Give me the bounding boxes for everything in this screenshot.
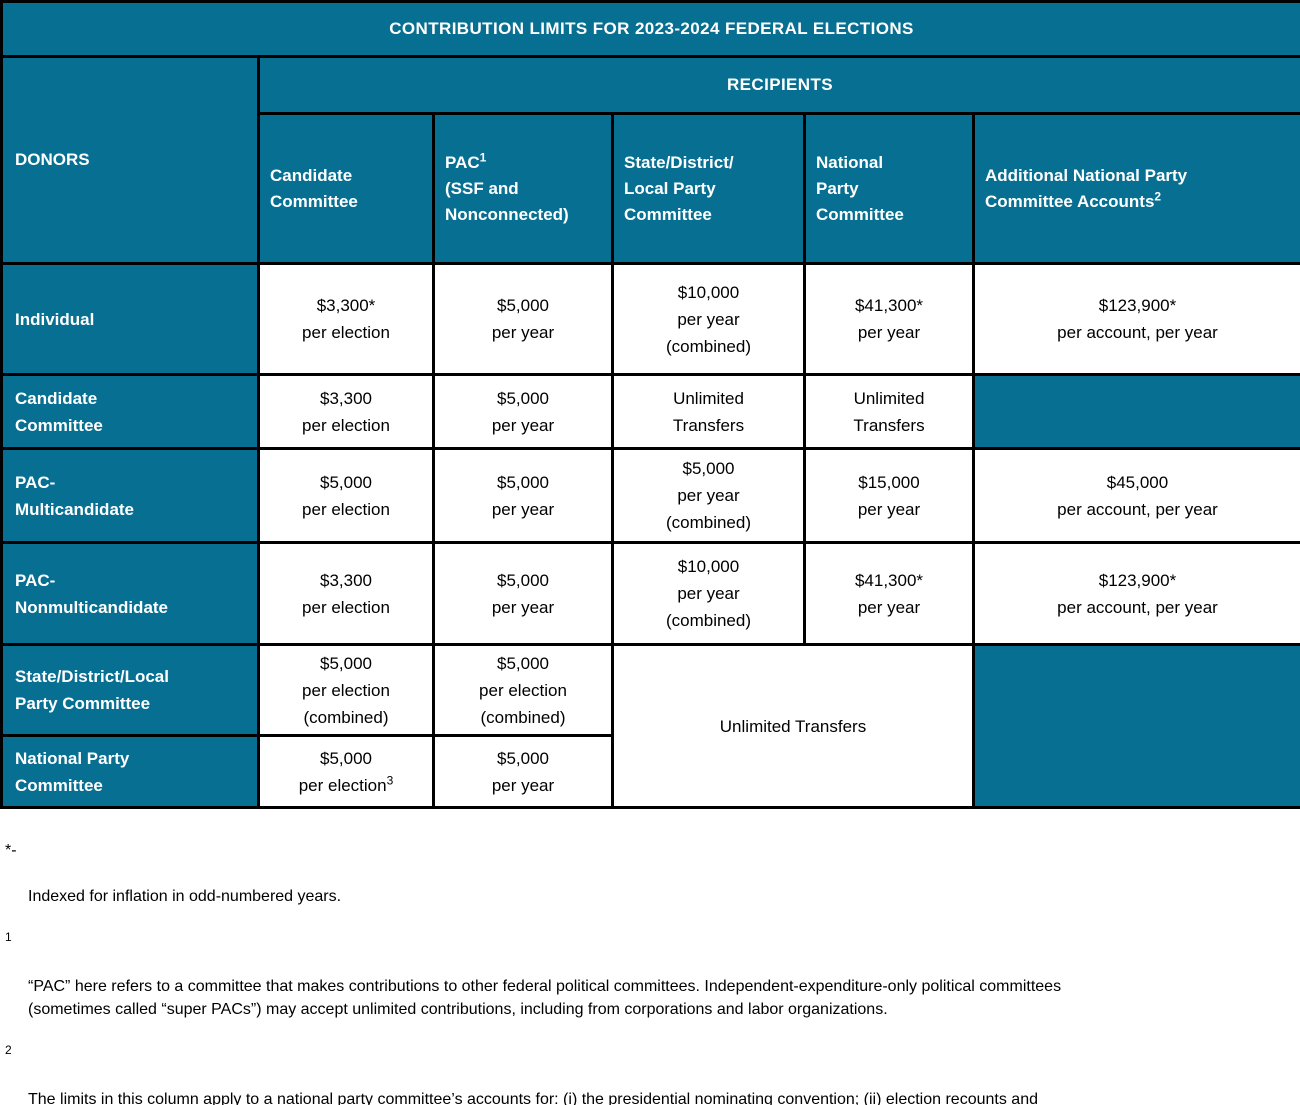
footnote-text: Indexed for inflation in odd-numbered ye…	[28, 888, 342, 905]
row-header-individual: Individual	[0, 262, 260, 376]
table-row: State/District/Local Party Committee $5,…	[0, 643, 1300, 809]
column-header-state-district-local: State/District/ Local Party Committee	[611, 112, 806, 265]
table-row: Individual $3,300* per election $5,000 p…	[0, 262, 1300, 376]
column-header-text: National Party Committee	[816, 152, 904, 224]
footnote-marker: 1	[5, 930, 12, 944]
table-cell: $15,000 per year	[803, 447, 975, 544]
table-cell: $3,300 per election	[257, 541, 435, 646]
table-title: CONTRIBUTION LIMITS FOR 2023-2024 FEDERA…	[0, 0, 1300, 58]
table-row: PAC- Multicandidate $5,000 per election …	[0, 447, 1300, 544]
table-cell: $5,000 per year	[432, 734, 614, 809]
footnote-2: 2 The limits in this column apply to a n…	[4, 1042, 1292, 1105]
table-cell-empty	[972, 373, 1300, 450]
table-cell: Unlimited Transfers	[611, 373, 806, 450]
footnote-asterisk: *- Indexed for inflation in odd-numbered…	[4, 839, 1292, 908]
table-row: Candidate Committee $3,300 per election …	[0, 373, 1300, 450]
column-header-national-party: National Party Committee	[803, 112, 975, 265]
table-cell: $3,300* per election	[257, 262, 435, 376]
footnote-text: The limits in this column apply to a nat…	[28, 1091, 1038, 1105]
table-cell: $41,300* per year	[803, 541, 975, 646]
table-cell: $10,000 per year (combined)	[611, 262, 806, 376]
column-header-candidate-committee: Candidate Committee	[257, 112, 435, 265]
column-header-text: (SSF and Nonconnected)	[445, 178, 569, 224]
table-row: PAC- Nonmulticandidate $3,300 per electi…	[0, 541, 1300, 646]
cell-footnote-ref: 3	[386, 772, 394, 787]
table-cell: $5,000 per election (combined)	[257, 643, 435, 737]
table-cell: $123,900* per account, per year	[972, 541, 1300, 646]
column-header-footnote-ref: 1	[479, 149, 487, 164]
column-header-pac: PAC1 (SSF and Nonconnected)	[432, 112, 614, 265]
table-cell-empty	[972, 643, 1300, 809]
column-header-text: State/District/ Local Party Committee	[624, 152, 734, 224]
cell-text: $5,000 per election	[298, 748, 387, 795]
table-cell: $5,000 per election3	[257, 734, 435, 809]
row-header-pac-multicandidate: PAC- Multicandidate	[0, 447, 260, 544]
column-header-text: PAC	[445, 152, 480, 172]
table-cell: $5,000 per year	[432, 262, 614, 376]
donors-header: DONORS	[0, 55, 260, 265]
column-header-text: Additional National Party Committee Acco…	[985, 165, 1188, 211]
table-cell: $45,000 per account, per year	[972, 447, 1300, 544]
table-cell: $5,000 per year	[432, 447, 614, 544]
column-header-text: Candidate Committee	[270, 165, 358, 211]
table-cell: $123,900* per account, per year	[972, 262, 1300, 376]
footnotes-section: *- Indexed for inflation in odd-numbered…	[0, 809, 1300, 1105]
footnote-1: 1 “PAC” here refers to a committee that …	[4, 929, 1292, 1021]
footnote-marker: 2	[5, 1043, 12, 1057]
table-cell: $41,300* per year	[803, 262, 975, 376]
row-header-candidate-committee: Candidate Committee	[0, 373, 260, 450]
table-cell: $10,000 per year (combined)	[611, 541, 806, 646]
contribution-limits-table: CONTRIBUTION LIMITS FOR 2023-2024 FEDERA…	[0, 0, 1300, 809]
footnote-marker: *-	[5, 842, 17, 859]
table-cell: $5,000 per election (combined)	[432, 643, 614, 737]
row-header-pac-nonmulticandidate: PAC- Nonmulticandidate	[0, 541, 260, 646]
table-cell: $5,000 per year	[432, 373, 614, 450]
recipients-header: RECIPIENTS	[257, 55, 1300, 115]
table-cell: Unlimited Transfers	[803, 373, 975, 450]
row-header-national-party: National Party Committee	[0, 734, 260, 809]
table-cell: $5,000 per election	[257, 447, 435, 544]
row-header-state-district-local: State/District/Local Party Committee	[0, 643, 260, 737]
table-cell-unlimited-transfers-merged: Unlimited Transfers	[611, 643, 975, 809]
table-cell: $5,000 per year (combined)	[611, 447, 806, 544]
table-row: National Party Committee $5,000 per elec…	[0, 734, 1300, 809]
table-cell: $3,300 per election	[257, 373, 435, 450]
table-cell: $5,000 per year	[432, 541, 614, 646]
column-header-footnote-ref: 2	[1154, 188, 1162, 203]
footnote-text: “PAC” here refers to a committee that ma…	[28, 978, 1062, 1018]
column-header-additional-accounts: Additional National Party Committee Acco…	[972, 112, 1300, 265]
